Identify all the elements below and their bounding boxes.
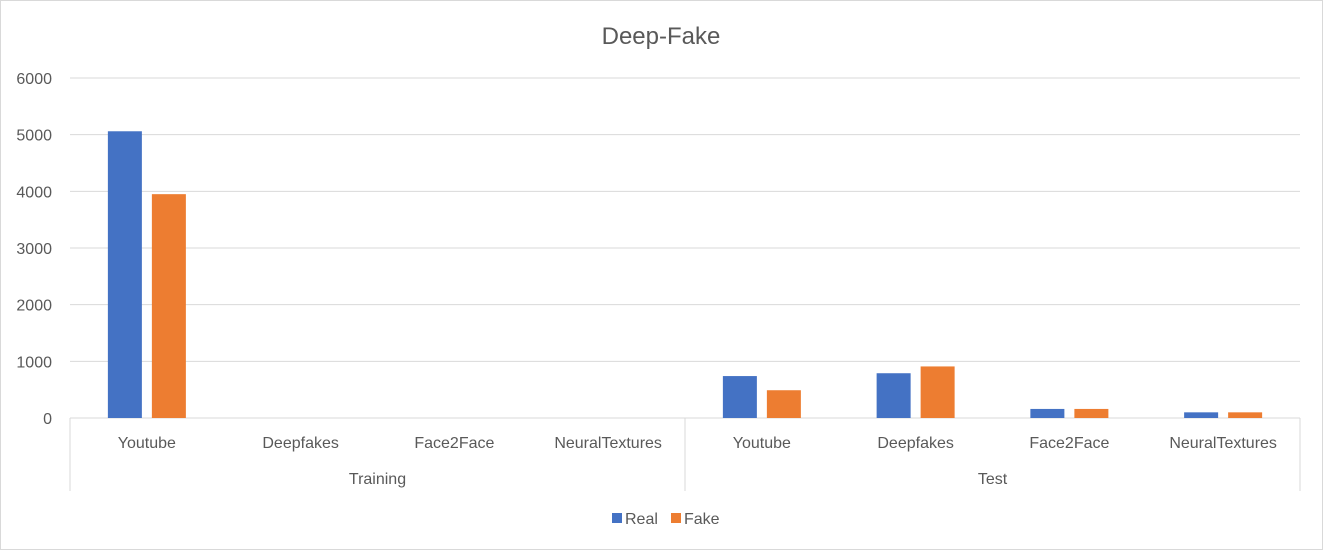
y-tick-label: 4000 bbox=[16, 184, 52, 201]
y-tick-label: 0 bbox=[43, 411, 52, 428]
bar-fake-4 bbox=[766, 390, 801, 418]
bar-fake-0 bbox=[151, 194, 186, 418]
y-tick-label: 2000 bbox=[16, 298, 52, 315]
gridlines bbox=[70, 77, 1300, 419]
legend-swatch-real bbox=[612, 513, 622, 523]
group-label: Test bbox=[978, 471, 1008, 488]
bar-real-5 bbox=[876, 373, 911, 418]
legend-swatch-fake bbox=[671, 513, 681, 523]
bar-fake-7 bbox=[1228, 412, 1263, 418]
y-tick-label: 1000 bbox=[16, 354, 52, 371]
bar-real-0 bbox=[107, 131, 142, 418]
x-tick-label: NeuralTextures bbox=[554, 435, 662, 452]
group-label: Training bbox=[349, 471, 406, 488]
legend-label-fake: Fake bbox=[684, 511, 720, 528]
chart-title: Deep-Fake bbox=[602, 23, 721, 50]
x-tick-label: Deepfakes bbox=[877, 435, 954, 452]
x-tick-label: Youtube bbox=[733, 435, 791, 452]
x-tick-label: Face2Face bbox=[414, 435, 494, 452]
legend-label-real: Real bbox=[625, 511, 658, 528]
x-tick-label: Youtube bbox=[118, 435, 176, 452]
x-tick-label: Deepfakes bbox=[262, 435, 339, 452]
bar-fake-5 bbox=[920, 366, 955, 418]
bar-real-4 bbox=[722, 376, 757, 418]
bars bbox=[107, 131, 1263, 418]
bar-fake-6 bbox=[1074, 408, 1109, 418]
y-axis-ticks: 0 1000 2000 3000 4000 5000 6000 bbox=[16, 71, 52, 428]
y-tick-label: 6000 bbox=[16, 71, 52, 88]
legend: Real Fake bbox=[612, 511, 720, 528]
bar-real-7 bbox=[1184, 412, 1219, 418]
bar-real-6 bbox=[1030, 408, 1065, 418]
y-tick-label: 3000 bbox=[16, 241, 52, 258]
x-axis: Youtube Deepfakes Face2Face NeuralTextures Y… bbox=[69, 418, 1301, 491]
x-tick-label: NeuralTextures bbox=[1169, 435, 1277, 452]
y-tick-label: 5000 bbox=[16, 128, 52, 145]
x-tick-label: Face2Face bbox=[1029, 435, 1109, 452]
